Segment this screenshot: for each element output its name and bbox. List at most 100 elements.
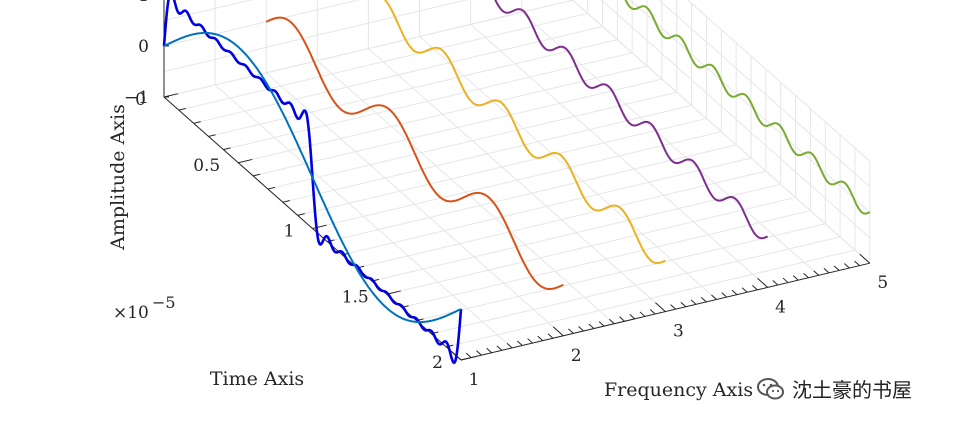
x-tick: [833, 265, 840, 271]
z-tick-label: 0: [138, 37, 149, 57]
x-tick: [619, 316, 625, 322]
z-tick-label: −1: [124, 88, 149, 108]
x-tick: [782, 277, 789, 283]
ylabel: Time Axis: [210, 368, 304, 390]
x-tick: [516, 340, 523, 346]
x-tick: [813, 270, 820, 276]
grid-back-line: [163, 0, 253, 21]
grid-floor-line: [312, 131, 722, 229]
x-tick: [854, 260, 860, 266]
y-tick: [252, 173, 261, 177]
x-tick: [655, 302, 666, 312]
y-tick: [193, 121, 201, 124]
x-tick: [598, 321, 605, 327]
y-tick: [163, 93, 179, 98]
zlabel: Amplitude Axis: [107, 104, 129, 251]
y-tick-label: 2: [432, 353, 443, 373]
y-tick-label: 0: [135, 90, 146, 110]
x-tick: [757, 278, 768, 288]
series-line-h9: [624, 0, 871, 215]
grid-lines: [163, 0, 871, 361]
x-tick: [680, 301, 687, 308]
y-exponent-base: ×10: [113, 303, 149, 323]
x-tick: [670, 304, 676, 310]
watermark-text: 沈土豪的书屋: [792, 378, 912, 402]
x-tick: [772, 280, 779, 286]
x-tick: [496, 345, 503, 351]
grid-side-line: [600, 0, 871, 239]
x-tick-label: 4: [775, 297, 786, 317]
grid-floor-line: [223, 52, 633, 151]
grid-floor-line: [193, 26, 603, 124]
z-tick-label: 1: [138, 0, 149, 6]
series-line-h7: [494, 0, 769, 240]
x-tick: [844, 263, 850, 269]
y-tick: [282, 200, 290, 203]
y-tick: [208, 134, 216, 137]
x-tick: [465, 352, 472, 358]
grid-floor-line: [252, 78, 663, 177]
y-tick: [312, 224, 327, 229]
x-tick: [486, 347, 492, 354]
grid-back-line: [163, 0, 361, 47]
grid-side-line: [687, 0, 871, 162]
x-tick: [476, 350, 482, 356]
y-tick-label: 0.5: [193, 156, 220, 176]
x-tick: [578, 326, 584, 332]
grid-floor-line: [178, 12, 588, 111]
grid-floor-line: [446, 249, 856, 348]
y-tick: [238, 158, 253, 164]
x-tick: [792, 275, 799, 281]
y-tick: [297, 213, 305, 216]
grid-floor-line: [342, 157, 752, 256]
x-tick: [752, 284, 758, 291]
x-tick: [639, 311, 646, 317]
x-tick: [568, 328, 574, 334]
wechat-icon: [757, 377, 784, 399]
x-tick: [537, 335, 544, 342]
x-tick: [711, 294, 717, 300]
grid-floor-line: [238, 65, 648, 164]
grid-floor-line: [416, 223, 826, 322]
x-tick-label: 2: [571, 346, 582, 366]
series-line-h3: [265, 16, 564, 290]
x-tick: [690, 299, 697, 305]
x-tick-label: 3: [673, 322, 684, 342]
x-tick: [741, 287, 748, 293]
y-tick-label: 1: [284, 222, 295, 242]
x-tick: [700, 297, 707, 303]
watermark: 沈土豪的书屋: [756, 374, 912, 403]
y-exponent: ×10 −5: [113, 293, 176, 323]
x-tick: [506, 343, 513, 349]
x-tick-label: 5: [877, 273, 888, 293]
xlabel: Frequency Axis: [604, 379, 753, 401]
x-tick: [629, 313, 636, 320]
x-tick: [649, 309, 656, 315]
x-tick: [527, 338, 533, 344]
x-tick: [859, 253, 871, 264]
series-line-h5: [383, 0, 666, 265]
grid-back-line: [163, 0, 573, 98]
series-line-square: [162, 0, 463, 365]
grid-side-line: [572, 0, 871, 264]
grid-side-line: [658, 0, 871, 188]
x-tick: [608, 318, 615, 325]
x-tick: [731, 289, 738, 296]
grid-floor-line: [356, 170, 766, 269]
x-tick: [552, 326, 564, 337]
grid-floor-line: [371, 183, 781, 282]
y-tick: [267, 186, 276, 190]
grid-floor-line: [401, 210, 811, 308]
x-tick: [547, 333, 554, 339]
x-tick: [588, 323, 595, 329]
grid-floor-line: [386, 196, 796, 295]
x-tick-label: 1: [469, 370, 480, 390]
grid-floor-line: [327, 144, 737, 243]
grid-floor-line: [431, 236, 841, 335]
y-tick: [178, 107, 186, 111]
grid-floor-line: [267, 91, 677, 190]
y-tick: [460, 356, 476, 361]
x-tick: [721, 292, 728, 298]
